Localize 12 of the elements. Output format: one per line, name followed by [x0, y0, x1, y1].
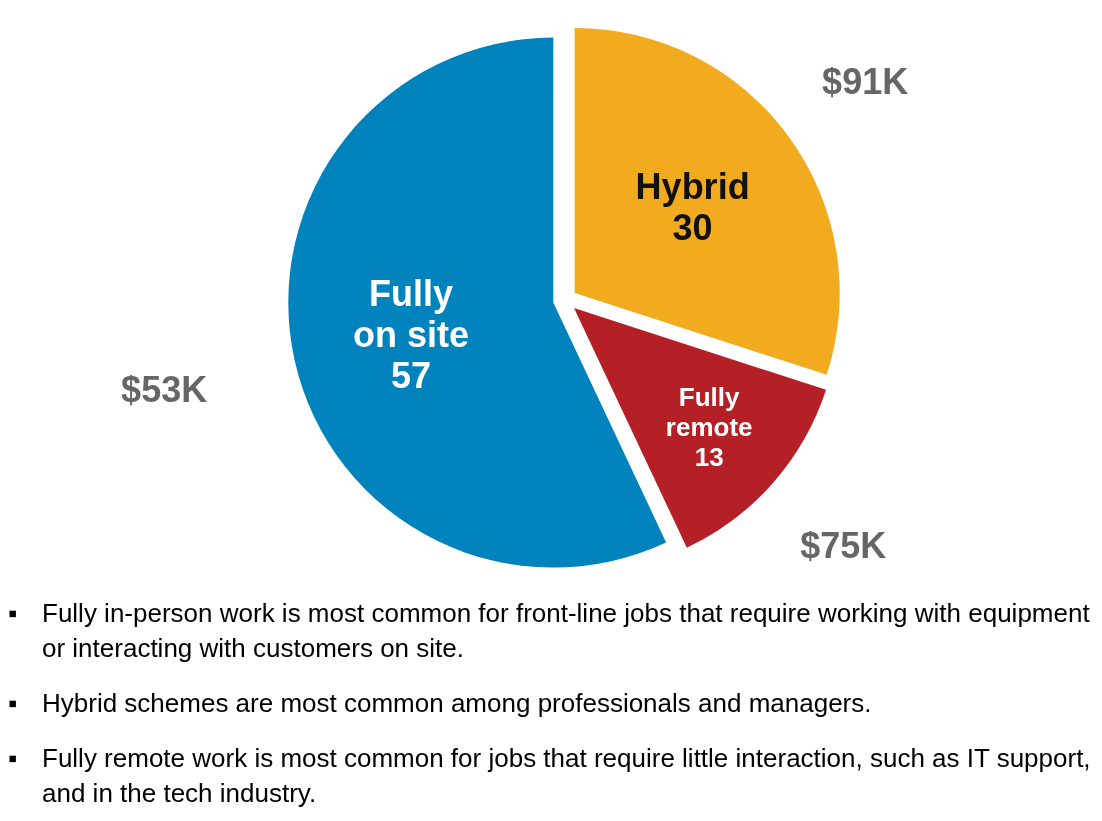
- text: ▪ Fully in-person work is most common for front-line jobs that require working with equipment or interacting with customers on site.: [8, 597, 1091, 665]
- text: ▪ Fully remote work is most common for jobs that require little interaction, such as IT support, and in the tech industry.: [8, 742, 1092, 810]
- text: ▪ Hybrid schemes are most common among professionals and managers.: [8, 687, 872, 720]
- text: $53K: [121, 369, 208, 411]
- text: $75K: [800, 524, 887, 566]
- text: $91K: [822, 61, 909, 103]
- data-label: 13: [694, 442, 724, 472]
- slice-label: Fully on site: [353, 272, 470, 355]
- data-label: 30: [672, 207, 713, 249]
- data-label: 57: [391, 355, 432, 397]
- slice-label: Fully remote: [665, 382, 753, 443]
- slice-label: Hybrid: [635, 166, 750, 208]
